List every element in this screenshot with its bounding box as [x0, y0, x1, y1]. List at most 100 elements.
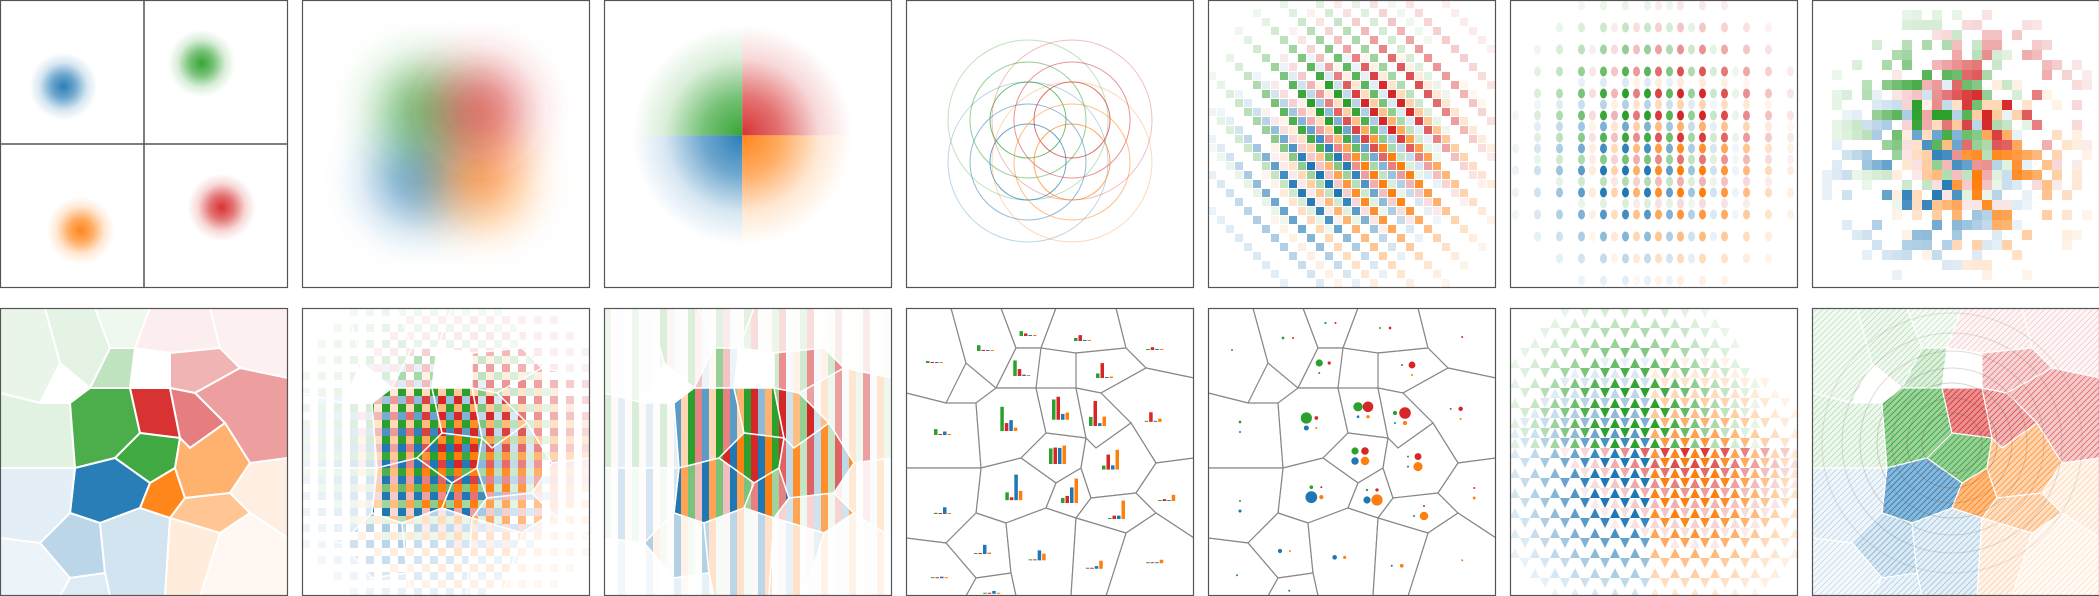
weave-cell	[1478, 99, 1486, 107]
weave-cell	[1379, 198, 1387, 206]
weave-cell	[1361, 144, 1369, 152]
random-pixel	[2032, 20, 2042, 30]
weave-cell	[1406, 63, 1414, 71]
mosaic-dot	[1765, 44, 1772, 55]
weave-cell	[1361, 189, 1369, 197]
random-pixel	[1892, 130, 1902, 140]
mosaic-dot	[1655, 121, 1662, 132]
weave-cell	[1334, 189, 1342, 197]
weave-cell	[1280, 144, 1288, 152]
weave-cell	[1298, 162, 1306, 170]
weave-cell	[1352, 171, 1360, 179]
weave-cell	[1352, 72, 1360, 80]
weave-cell	[1352, 99, 1360, 107]
random-pixel	[1962, 190, 1972, 200]
weave-cell	[1280, 162, 1288, 170]
mosaic-dot	[1699, 198, 1706, 209]
mosaic-dot	[1622, 88, 1629, 99]
weave-cell	[1325, 81, 1333, 89]
weave-cell	[1406, 207, 1414, 215]
weave-cell	[1316, 81, 1324, 89]
mosaic-dot	[1589, 44, 1596, 55]
weave-cell	[1280, 180, 1288, 188]
mosaic-dot	[1611, 253, 1618, 264]
mosaic-dot	[1600, 154, 1607, 165]
weave-cell	[1415, 99, 1423, 107]
random-pixel	[2072, 130, 2082, 140]
mosaic-dot	[1589, 66, 1596, 77]
weave-cell	[1397, 126, 1405, 134]
weave-cell	[1352, 261, 1360, 269]
random-pixel	[1962, 20, 1972, 30]
panel-border	[0, 0, 289, 289]
mosaic-dot	[1600, 209, 1607, 220]
random-pixel	[1982, 30, 1992, 40]
weave-cell	[1316, 225, 1324, 233]
weave-cell	[1415, 252, 1423, 260]
random-pixel	[1922, 20, 1932, 30]
weave-cell	[1298, 261, 1306, 269]
random-pixel	[1842, 110, 1852, 120]
weave-cell	[1379, 99, 1387, 107]
weave-cell	[1370, 63, 1378, 71]
weave-cell	[1298, 99, 1306, 107]
random-pixel	[1942, 240, 1952, 250]
mosaic-dot	[1787, 88, 1794, 99]
random-pixel	[1942, 130, 1952, 140]
weave-cell	[1280, 126, 1288, 134]
weave-cell	[1262, 225, 1270, 233]
weave-cell	[1460, 18, 1468, 26]
mosaic-dot	[1688, 176, 1695, 187]
random-pixel	[1992, 60, 2002, 70]
weave-cell	[1253, 252, 1261, 260]
weave-cell	[1379, 45, 1387, 53]
weave-cell	[1289, 153, 1297, 161]
weave-cell	[1424, 81, 1432, 89]
random-pixel	[1842, 120, 1852, 130]
mosaic-dot	[1666, 143, 1673, 154]
random-pixel	[1942, 70, 1952, 80]
mosaic-dot	[1644, 176, 1651, 187]
weave-cell	[1388, 162, 1396, 170]
random-pixel	[1972, 150, 1982, 160]
weave-cell	[1388, 198, 1396, 206]
weave-cell	[1208, 108, 1216, 116]
mosaic-dot	[1611, 231, 1618, 242]
random-pixel	[2032, 40, 2042, 50]
random-pixel	[1942, 80, 1952, 90]
weave-cell	[1334, 144, 1342, 152]
panel-dot-mosaic	[1509, 0, 1799, 289]
random-pixel	[2032, 120, 2042, 130]
weave-cell	[1235, 99, 1243, 107]
mosaic-dot	[1512, 143, 1519, 154]
weave-cell	[1316, 171, 1324, 179]
weave-cell	[1289, 45, 1297, 53]
random-pixel	[1842, 220, 1852, 230]
mosaic-dot	[1622, 132, 1629, 143]
mosaic-dot	[1743, 231, 1750, 242]
weave-cell	[1370, 36, 1378, 44]
mosaic-dot	[1677, 253, 1684, 264]
weave-tile	[470, 332, 478, 340]
voronoi-cell	[98, 506, 172, 596]
weave-cell	[1406, 18, 1414, 26]
weave-cell	[1415, 9, 1423, 17]
weave-cell	[1478, 135, 1486, 143]
weave-cell	[1307, 54, 1315, 62]
mosaic-dot	[1633, 154, 1640, 165]
weave-cell	[1334, 63, 1342, 71]
random-pixel	[1992, 40, 2002, 50]
red-density-blob	[187, 173, 256, 242]
weave-cell	[1325, 135, 1333, 143]
random-pixel	[1942, 90, 1952, 100]
weave-cell	[1424, 117, 1432, 125]
mosaic-dot	[1633, 176, 1640, 187]
weave-tile	[478, 308, 486, 316]
mosaic-dot	[1732, 209, 1739, 220]
weave-cell	[1334, 171, 1342, 179]
weave-cell	[1469, 90, 1477, 98]
random-pixel	[1842, 190, 1852, 200]
mosaic-dot	[1578, 132, 1585, 143]
mosaic-dot	[1765, 165, 1772, 176]
weave-cell	[1433, 198, 1441, 206]
